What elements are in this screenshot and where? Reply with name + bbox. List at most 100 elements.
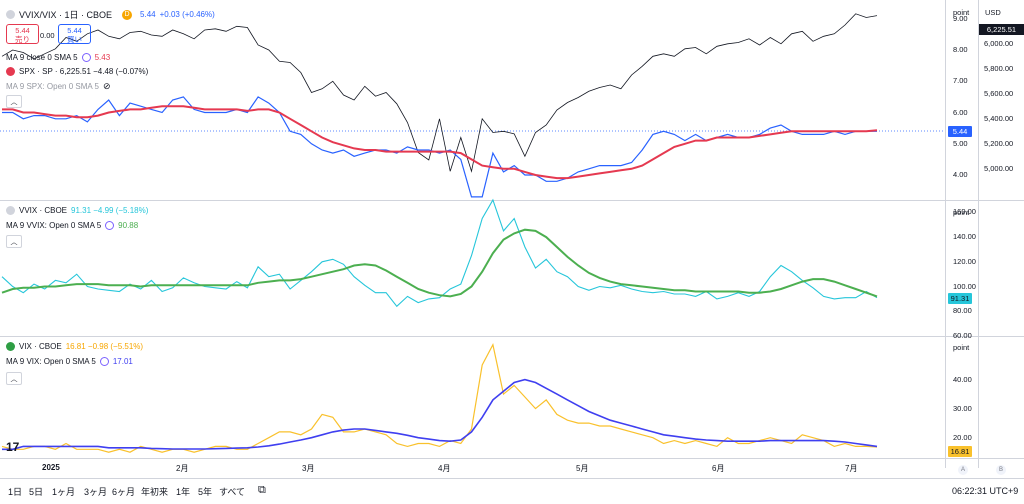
vvix-last-tag: 91.31 [948, 293, 972, 304]
sync-icon [105, 221, 115, 230]
time-axis-label: 7月 [845, 464, 858, 473]
spx-scale-tick: 6,000.00 [984, 38, 1014, 48]
ma-vix-legend[interactable]: MA 9 VIX: Open 0 SMA 5 17.01 [6, 357, 133, 366]
vvix-scale-tick: 100.00 [953, 281, 976, 291]
vix-scale-tick: 20.00 [953, 432, 972, 442]
pane-separator-2[interactable] [0, 336, 1024, 337]
vvix-ma-line[interactable] [1, 228, 878, 298]
ma-vvix-legend-value: 90.88 [118, 221, 139, 230]
timeframe-button[interactable]: 5年 [198, 487, 213, 497]
sell-button[interactable]: 5.44 売り [6, 24, 39, 44]
spx-scale-tick: 5,200.00 [984, 138, 1014, 148]
clock[interactable]: 06:22:31 UTC+9 [952, 486, 1019, 496]
auto-scale-button[interactable]: A [958, 465, 968, 475]
scale-mode-label[interactable]: point [953, 208, 970, 217]
spx-scale-tick: 5,800.00 [984, 63, 1014, 73]
chart-canvas[interactable] [0, 0, 945, 458]
main-legend: VVIX/VIX · 1日 · CBOE D 5.44 +0.03 (+0.46… [6, 8, 215, 21]
vix-scale-tick: 30.00 [953, 403, 972, 413]
vvix-series-line[interactable] [1, 198, 878, 308]
ratio-last-tag: 5.44 [948, 126, 972, 137]
ratio-scale-tick: 6.00 [953, 107, 968, 117]
timeframe-button[interactable]: 1年 [176, 487, 191, 497]
time-axis-label: 5月 [576, 464, 589, 473]
scale-mode-label[interactable]: point [953, 8, 970, 17]
timeframe-button[interactable]: すべて [219, 487, 246, 497]
ma-spx-legend[interactable]: MA 9 SPX: Open 0 SMA 5 ⊘ [6, 81, 110, 92]
daily-badge-icon: D [122, 9, 133, 20]
vix-series-line[interactable] [1, 342, 878, 453]
timeframe-button[interactable]: 年初来 [141, 487, 169, 497]
price-scale-border [945, 0, 946, 468]
sync-icon [99, 357, 109, 366]
time-axis-label: 3月 [302, 464, 315, 473]
collapse-legend-button[interactable]: ︿ [6, 95, 22, 108]
vvix-scale-tick: 140.00 [953, 232, 976, 242]
timeframe-button[interactable]: 1ヶ月 [52, 487, 76, 497]
ratio-series-line[interactable] [2, 96, 877, 198]
secondary-scale-border [978, 0, 979, 468]
bottom-toolbar [0, 478, 1024, 504]
ratio-ma-line[interactable] [2, 105, 878, 180]
chevron-up-icon: ︿ [10, 375, 18, 383]
change-value: +0.03 (+0.46%) [159, 10, 215, 19]
spx-series-line[interactable] [1, 13, 878, 173]
ma-vvix-legend[interactable]: MA 9 VVIX: Open 0 SMA 5 90.88 [6, 221, 138, 230]
currency-label[interactable]: USD [985, 8, 1001, 17]
time-axis-border [0, 458, 1024, 459]
log-scale-button[interactable]: B [996, 465, 1006, 475]
spx-logo-icon [6, 67, 15, 76]
pane-separator-1[interactable] [0, 200, 1024, 201]
time-axis-label: 6月 [712, 464, 725, 473]
time-axis-label: 4月 [438, 464, 451, 473]
vvix-logo-icon [6, 206, 15, 215]
chevron-up-icon: ︿ [10, 98, 18, 106]
vix-legend-values: 16.81 −0.98 (−5.51%) [65, 342, 144, 351]
spx-legend-label: SPX · SP · 6,225.51 −4.48 (−0.07%) [19, 67, 149, 76]
ma-spx-legend-label: MA 9 SPX: Open 0 SMA 5 [6, 82, 99, 91]
buy-button[interactable]: 5.44 買い [58, 24, 91, 44]
vvix-legend-title: VVIX · CBOE [19, 206, 68, 215]
vix-legend[interactable]: VIX · CBOE 16.81 −0.98 (−5.51%) [6, 342, 143, 351]
ratio-scale-tick: 8.00 [953, 45, 968, 54]
ma-vvix-legend-label: MA 9 VVIX: Open 0 SMA 5 [6, 221, 102, 230]
symbol-title[interactable]: VVIX/VIX · 1日 · CBOE [19, 10, 113, 20]
collapse-vvix-legend-button[interactable]: ︿ [6, 235, 22, 248]
spx-last-tag: 6,225.51 [979, 24, 1024, 35]
sell-label: 売り [15, 35, 30, 44]
ratio-scale-tick: 5.00 [953, 138, 968, 148]
ma-legend-value: 5.43 [94, 53, 111, 62]
sell-price: 5.44 [15, 26, 30, 35]
ma-legend[interactable]: MA 9 close 0 SMA 5 5.43 [6, 53, 110, 62]
spx-scale-tick: 5,600.00 [984, 88, 1014, 98]
hidden-eye-icon[interactable]: ⊘ [102, 81, 111, 91]
vix-logo-icon [6, 342, 15, 351]
ratio-scale-tick: 4.00 [953, 170, 968, 179]
sync-icon [81, 53, 91, 62]
vix-last-tag: 16.81 [948, 446, 972, 457]
ma-legend-label: MA 9 close 0 SMA 5 [6, 53, 78, 62]
timeframe-button[interactable]: 6ヶ月 [112, 487, 136, 497]
tradingview-logo[interactable]: 17 [6, 440, 20, 454]
timeframe-button[interactable]: 5日 [29, 487, 44, 497]
date-range-icon[interactable]: ⧉ [258, 484, 266, 496]
timeframe-button[interactable]: 1日 [8, 487, 23, 497]
vvix-legend-values: 91.31 −4.99 (−5.18%) [71, 206, 149, 215]
collapse-vix-legend-button[interactable]: ︿ [6, 372, 22, 385]
spx-legend[interactable]: SPX · SP · 6,225.51 −4.48 (−0.07%) [6, 67, 148, 76]
vvix-legend[interactable]: VVIX · CBOE 91.31 −4.99 (−5.18%) [6, 206, 148, 215]
ma-vix-legend-value: 17.01 [112, 357, 133, 366]
vix-legend-title: VIX · CBOE [19, 342, 62, 351]
scale-mode-label[interactable]: point [953, 343, 970, 352]
time-axis-label: 2月 [176, 464, 189, 473]
chevron-up-icon: ︿ [10, 238, 18, 246]
buy-price: 5.44 [67, 26, 82, 35]
ma-vix-legend-label: MA 9 VIX: Open 0 SMA 5 [6, 357, 96, 366]
vix-ma-line[interactable] [2, 378, 878, 451]
last-value: 5.44 [140, 10, 156, 19]
vvix-scale-tick: 80.00 [953, 306, 972, 316]
timeframe-button[interactable]: 3ヶ月 [84, 487, 108, 497]
time-axis-label: 2025 [42, 463, 60, 472]
spx-scale-tick: 5,400.00 [984, 113, 1014, 123]
buy-label: 買い [67, 35, 82, 44]
